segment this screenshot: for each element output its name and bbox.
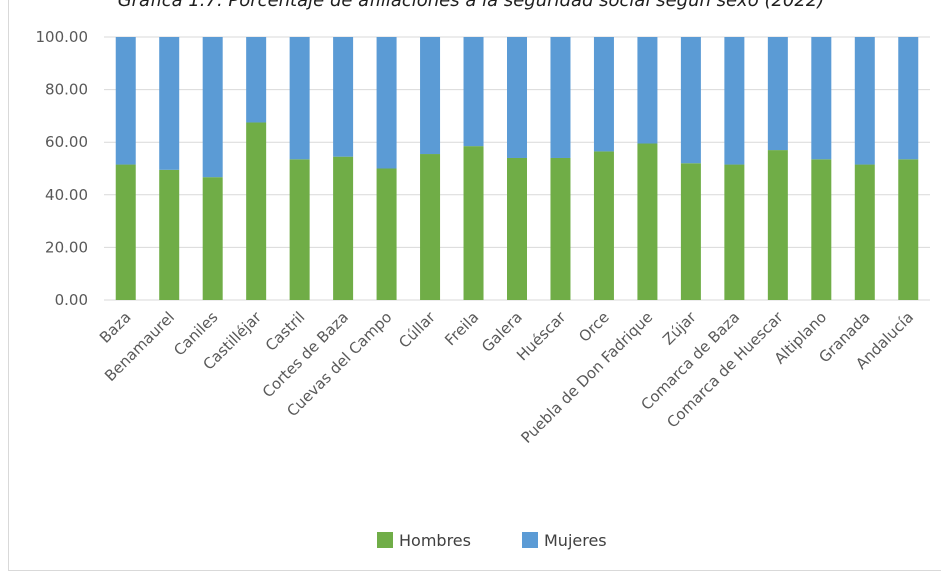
y-tick-label: 80.00 bbox=[45, 81, 88, 99]
bar-hombres-7 bbox=[376, 168, 397, 300]
x-category-label: Freila bbox=[441, 308, 482, 349]
y-tick-label: 20.00 bbox=[45, 238, 88, 256]
bar-hombres-8 bbox=[420, 154, 441, 300]
bar-hombres-6 bbox=[333, 156, 354, 300]
legend: Hombres Mujeres bbox=[377, 531, 607, 550]
bar-mujeres-12 bbox=[593, 37, 614, 152]
bar-hombres-13 bbox=[637, 143, 658, 300]
bar-mujeres-17 bbox=[811, 37, 832, 160]
bar-hombres-10 bbox=[507, 157, 527, 300]
chart-title: Gráfica 1.7. Porcentaje de afiliaciones … bbox=[117, 0, 825, 11]
y-tick-label: 0.00 bbox=[55, 291, 88, 309]
bar-mujeres-13 bbox=[637, 37, 658, 144]
bar-hombres-1 bbox=[115, 164, 136, 300]
bar-hombres-4 bbox=[246, 122, 267, 300]
bar-hombres-14 bbox=[680, 163, 701, 300]
bar-mujeres-14 bbox=[680, 37, 701, 164]
bar-mujeres-4 bbox=[246, 37, 267, 123]
bar-hombres-19 bbox=[898, 159, 919, 300]
y-tick-label: 60.00 bbox=[45, 133, 88, 151]
bar-mujeres-15 bbox=[724, 37, 745, 165]
bar-hombres-18 bbox=[854, 164, 875, 300]
legend-label-mujeres: Mujeres bbox=[544, 531, 607, 550]
bar-mujeres-7 bbox=[376, 37, 397, 169]
legend-swatch-mujeres bbox=[522, 532, 538, 548]
bar-mujeres-11 bbox=[550, 37, 571, 158]
chart-frame bbox=[8, 0, 941, 571]
x-category-label: Orce bbox=[575, 308, 613, 346]
y-axis-ticks: 0.00 20.00 40.00 60.00 80.00 100.00 bbox=[36, 28, 89, 309]
y-tick-label: 100.00 bbox=[36, 28, 89, 46]
legend-swatch-hombres bbox=[377, 532, 393, 548]
bar-hombres-15 bbox=[724, 164, 745, 300]
bar-mujeres-6 bbox=[333, 37, 354, 157]
bar-hombres-17 bbox=[811, 159, 832, 300]
x-category-label: Huéscar bbox=[513, 308, 570, 365]
bar-hombres-12 bbox=[593, 151, 614, 300]
bar-hombres-3 bbox=[202, 177, 223, 300]
y-tick-label: 40.00 bbox=[45, 186, 88, 204]
bar-mujeres-10 bbox=[507, 37, 527, 158]
bar-mujeres-3 bbox=[202, 37, 223, 178]
bar-mujeres-16 bbox=[767, 37, 788, 151]
bar-hombres-9 bbox=[463, 146, 484, 300]
bar-mujeres-18 bbox=[854, 37, 875, 165]
legend-label-hombres: Hombres bbox=[399, 531, 471, 550]
x-category-label: Cúllar bbox=[395, 308, 439, 352]
bars bbox=[115, 37, 919, 300]
bar-mujeres-8 bbox=[420, 37, 441, 155]
x-axis-labels: BazaBenamaurelCanilesCastilléjarCastrilC… bbox=[96, 308, 917, 447]
bar-hombres-2 bbox=[159, 169, 180, 300]
bar-hombres-5 bbox=[289, 159, 310, 300]
bar-mujeres-9 bbox=[463, 37, 484, 147]
bar-mujeres-19 bbox=[898, 37, 919, 160]
bar-hombres-11 bbox=[550, 157, 571, 300]
bar-mujeres-5 bbox=[289, 37, 310, 160]
bar-mujeres-2 bbox=[159, 37, 180, 170]
x-category-label: Zújar bbox=[659, 308, 700, 349]
x-category-label: Baza bbox=[96, 308, 135, 347]
bar-mujeres-1 bbox=[115, 37, 136, 165]
bar-hombres-16 bbox=[767, 150, 788, 300]
